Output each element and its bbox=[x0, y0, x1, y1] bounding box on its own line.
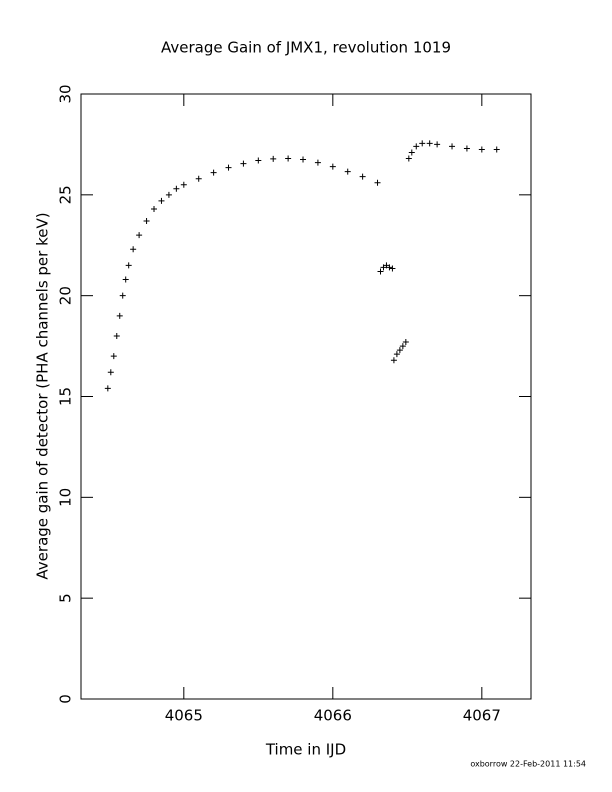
y-tick-label: 25 bbox=[57, 185, 75, 204]
y-tick-label: 15 bbox=[57, 387, 75, 406]
data-point bbox=[329, 163, 336, 170]
x-tick-label: 4065 bbox=[165, 707, 203, 725]
x-tick-label: 4067 bbox=[463, 707, 501, 725]
data-point bbox=[240, 160, 247, 167]
chart-title: Average Gain of JMX1, revolution 1019 bbox=[161, 39, 451, 57]
x-tick-label: 4066 bbox=[314, 707, 352, 725]
x-axis-label: Time in IJD bbox=[265, 741, 346, 759]
data-point bbox=[413, 143, 420, 150]
data-point bbox=[396, 347, 403, 354]
data-point bbox=[130, 246, 137, 253]
data-point bbox=[402, 339, 409, 346]
data-point bbox=[449, 143, 456, 150]
data-point bbox=[158, 197, 165, 204]
data-point bbox=[165, 191, 172, 198]
data-point bbox=[113, 333, 120, 339]
data-point bbox=[300, 156, 307, 163]
data-point bbox=[255, 157, 262, 164]
y-tick-label: 10 bbox=[57, 488, 75, 507]
data-point bbox=[195, 175, 202, 182]
data-point bbox=[408, 149, 415, 156]
data-point bbox=[136, 232, 143, 239]
y-tick-label: 0 bbox=[57, 694, 75, 704]
data-point bbox=[434, 141, 441, 148]
y-tick-label: 30 bbox=[57, 84, 75, 103]
data-point bbox=[359, 173, 366, 180]
data-point bbox=[107, 369, 114, 376]
data-point bbox=[125, 262, 132, 269]
data-point bbox=[426, 140, 433, 147]
data-point bbox=[478, 146, 485, 153]
data-point bbox=[314, 159, 321, 166]
data-point bbox=[151, 205, 158, 212]
data-point bbox=[374, 179, 381, 186]
footer: oxborrow 22-Feb-2011 11:54 bbox=[470, 760, 586, 769]
data-point bbox=[493, 146, 500, 153]
data-point bbox=[119, 292, 126, 299]
data-point bbox=[110, 353, 117, 360]
data-point bbox=[393, 351, 400, 358]
data-point bbox=[116, 312, 123, 319]
y-axis-label: Average gain of detector (PHA channels p… bbox=[34, 212, 52, 579]
data-point bbox=[377, 268, 384, 275]
data-point bbox=[104, 385, 111, 392]
data-point bbox=[173, 185, 180, 192]
data-point bbox=[399, 343, 406, 350]
data-point bbox=[180, 181, 187, 188]
data-point bbox=[419, 140, 426, 147]
data-point bbox=[386, 264, 393, 271]
data-point bbox=[405, 155, 412, 162]
data-point bbox=[122, 276, 129, 283]
data-point bbox=[390, 357, 397, 364]
data-point bbox=[225, 164, 232, 171]
data-point bbox=[285, 155, 292, 162]
y-tick-label: 5 bbox=[57, 593, 75, 603]
data-point bbox=[270, 155, 277, 162]
y-tick-label: 20 bbox=[57, 286, 75, 305]
data-point bbox=[463, 145, 470, 152]
data-point bbox=[389, 265, 396, 272]
data-point bbox=[210, 169, 217, 176]
data-point bbox=[344, 168, 351, 175]
data-point bbox=[143, 218, 150, 225]
